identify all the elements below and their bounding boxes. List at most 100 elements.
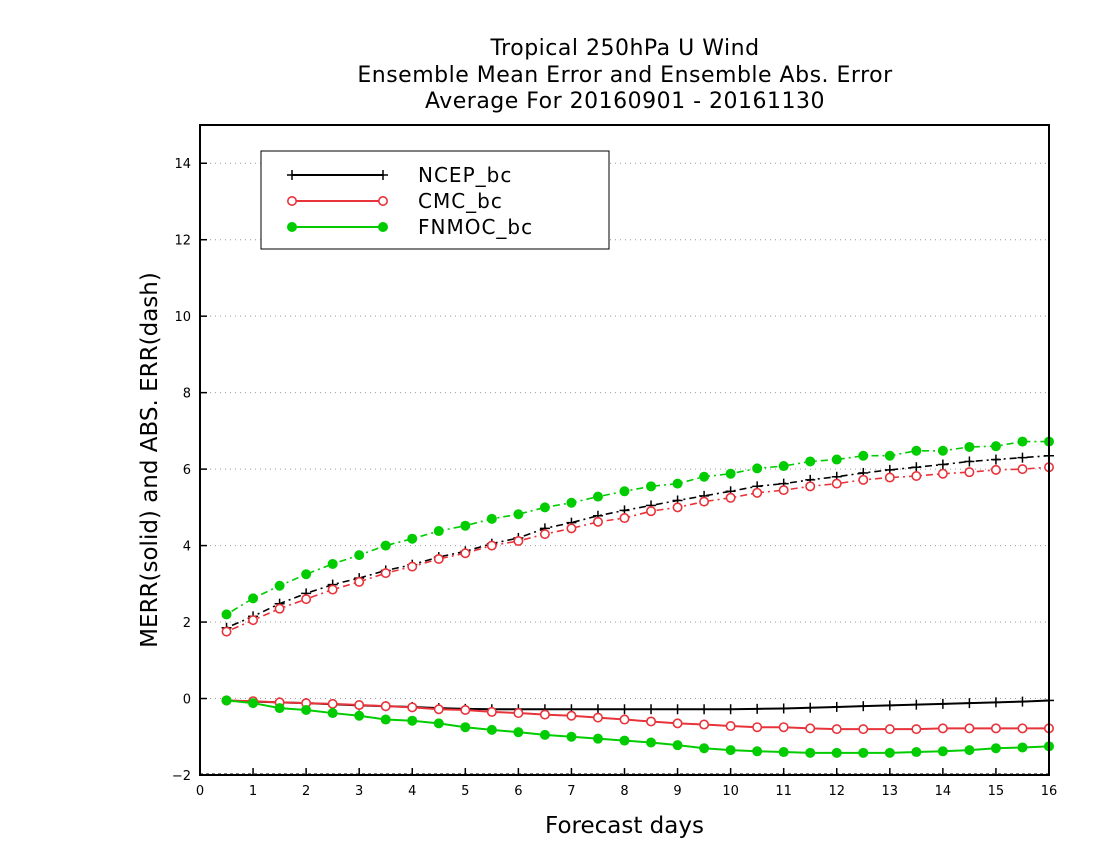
y-tick-label: 8: [183, 387, 191, 402]
mean-error-point: [592, 712, 603, 723]
mean-error-point: [752, 703, 763, 714]
mean-error-point: [539, 729, 550, 740]
chart-title-line-3: Average For 20160901 - 20161130: [424, 89, 826, 114]
mean-error-point: [619, 735, 630, 746]
abs-error-point: [831, 478, 842, 489]
y-tick-label: 10: [174, 310, 191, 325]
y-axis-label: MERR(solid) and ABS. ERR(dash): [137, 272, 163, 648]
mean-error-point: [1017, 742, 1028, 753]
mean-error-point: [433, 704, 444, 715]
mean-error-point: [486, 706, 497, 717]
legend-item-cmc-bc: CMC_bc: [286, 189, 503, 213]
abs-error-point: [752, 487, 763, 498]
mean-error-point: [805, 723, 816, 734]
mean-error-point: [407, 715, 418, 726]
mean-error-point: [699, 704, 710, 715]
abs-error-point: [407, 561, 418, 572]
mean-error-point: [884, 724, 895, 735]
mean-error-point: [699, 743, 710, 754]
mean-error-point: [354, 710, 365, 721]
abs-error-point: [354, 576, 365, 587]
abs-error-point: [460, 548, 471, 559]
abs-error-point: [619, 513, 630, 524]
mean-error-point: [778, 722, 789, 733]
mean-error-point: [884, 747, 895, 758]
x-axis-label: Forecast days: [545, 813, 704, 839]
abs-error-point: [513, 535, 524, 546]
abs-error-point: [937, 468, 948, 479]
mean-error-point: [937, 746, 948, 757]
legend-label: CMC_bc: [418, 189, 503, 213]
y-tick-label: 2: [183, 616, 191, 631]
series-ncep-bc: [221, 450, 1054, 715]
chart-title-line-2: Ensemble Mean Error and Ensemble Abs. Er…: [357, 63, 893, 88]
abs-error-point: [274, 603, 285, 614]
mean-error-point: [646, 704, 657, 715]
mean-error-point: [407, 702, 418, 713]
mean-error-point: [964, 745, 975, 756]
series-cmc-bc: [221, 462, 1055, 735]
mean-error-point: [1017, 723, 1028, 734]
y-tick-label: 6: [183, 463, 191, 478]
mean-error-point: [354, 700, 365, 711]
abs-error-point: [380, 568, 391, 579]
series-group: [221, 436, 1055, 758]
abs-error-point: [592, 516, 603, 527]
abs-error-point: [221, 626, 232, 637]
abs-error-point: [646, 506, 657, 517]
legend-marker-start: [286, 196, 297, 207]
x-tick-label: 7: [567, 784, 575, 799]
x-tick-label: 1: [249, 784, 257, 799]
x-tick-label: 14: [935, 784, 952, 799]
x-tick-label: 10: [722, 784, 739, 799]
mean-error-point: [672, 704, 683, 715]
mean-error-point: [566, 710, 577, 721]
abs-error-point: [407, 533, 418, 544]
mean-error-point: [539, 709, 550, 720]
mean-error-point: [486, 724, 497, 735]
abs-error-point: [805, 456, 816, 467]
legend-marker-end: [378, 222, 388, 232]
legend-label: NCEP_bc: [418, 163, 512, 187]
abs-error-point: [858, 450, 869, 461]
mean-error-point: [513, 708, 524, 719]
abs-error-point: [884, 450, 895, 461]
abs-error-point: [486, 540, 497, 551]
mean-error-point: [858, 747, 869, 758]
mean-error-point: [248, 698, 259, 709]
mean-error-point: [699, 719, 710, 730]
mean-error-point: [1017, 696, 1028, 707]
abs-error-point: [301, 569, 312, 580]
mean-error-point: [513, 727, 524, 738]
mean-error-point: [990, 723, 1001, 734]
abs-error-point: [592, 491, 603, 502]
abs-error-point: [964, 456, 975, 467]
mean-error-point: [831, 747, 842, 758]
y-tick-label: 0: [183, 693, 191, 708]
abs-error-point: [274, 580, 285, 591]
x-tick-label: 5: [461, 784, 469, 799]
legend-item-fnmoc-bc: FNMOC_bc: [287, 215, 532, 239]
abs-error-point: [672, 478, 683, 489]
abs-error-point: [513, 509, 524, 520]
abs-error-point: [831, 454, 842, 465]
x-tick-label: 3: [355, 784, 363, 799]
mean-error-point: [884, 700, 895, 711]
mean-error-point: [725, 704, 736, 715]
mean-error-point: [619, 714, 630, 725]
x-tick-label: 11: [775, 784, 792, 799]
mean-error-point: [221, 695, 232, 706]
abs-error-point: [937, 445, 948, 456]
abs-error-point: [725, 492, 736, 503]
abs-error-point: [725, 468, 736, 479]
abs-error-point: [778, 461, 789, 472]
abs-error-point: [884, 472, 895, 483]
mean-error-point: [274, 703, 285, 714]
chart-title-line-1: Tropical 250hPa U Wind: [490, 36, 760, 61]
mean-error-point: [646, 737, 657, 748]
abs-error-point: [646, 481, 657, 492]
x-tick-label: 16: [1041, 784, 1058, 799]
mean-error-point: [646, 716, 657, 727]
mean-error-point: [858, 701, 869, 712]
